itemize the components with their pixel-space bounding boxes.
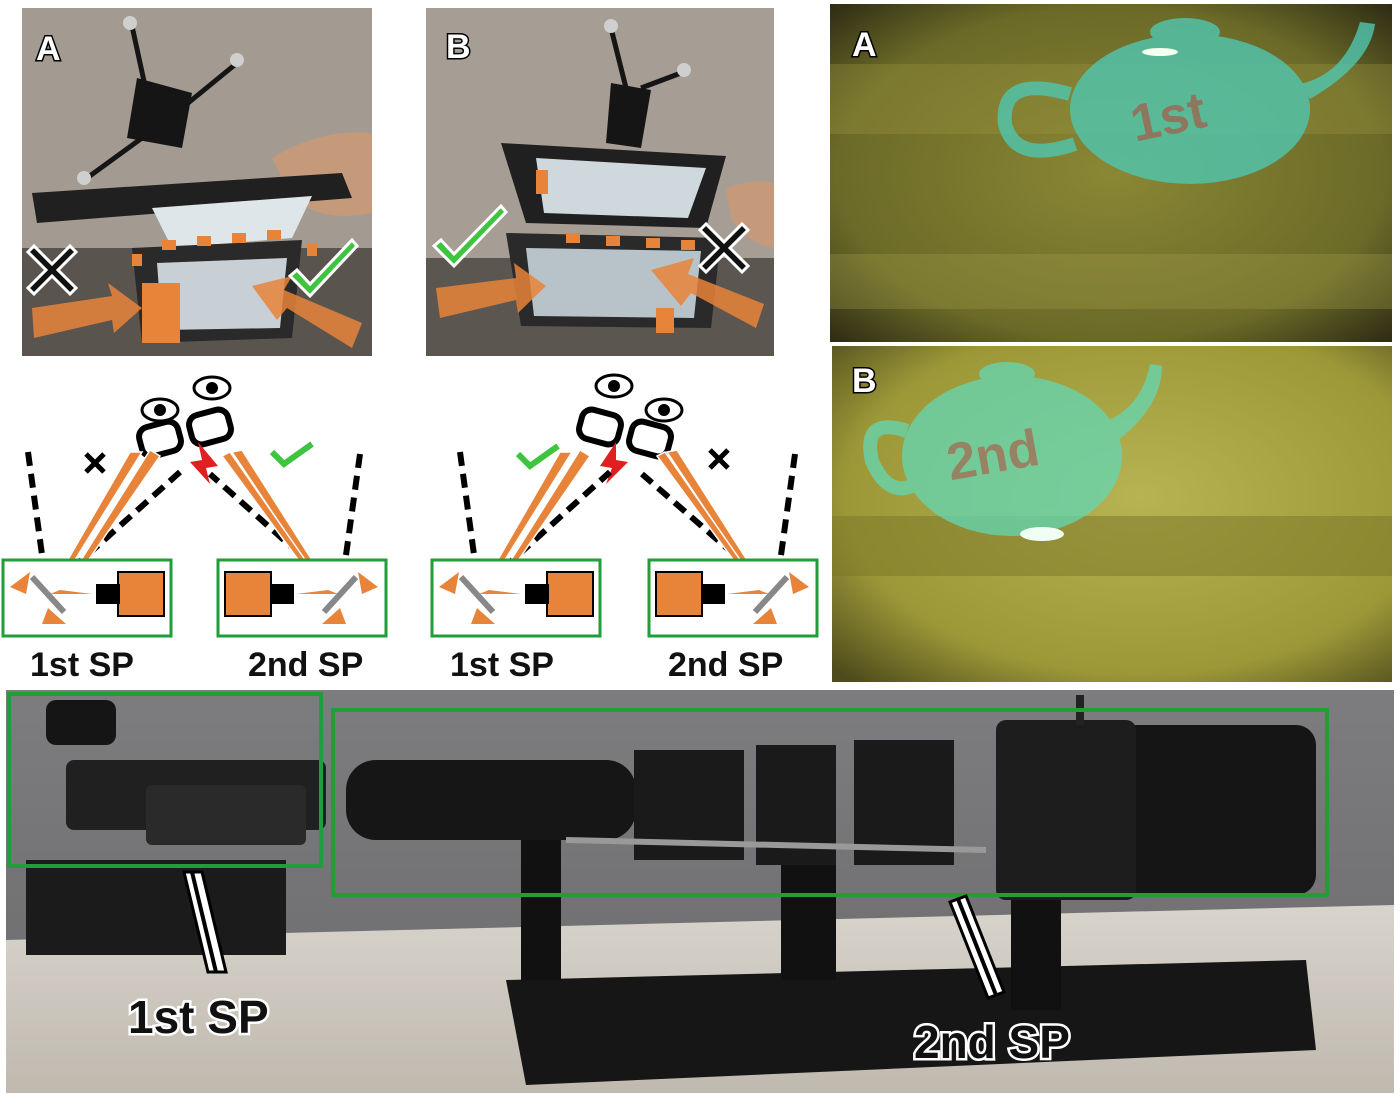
check-icon <box>515 443 560 470</box>
sp-label-first: 1st SP <box>30 646 134 684</box>
cross-icon <box>708 448 730 470</box>
eye-icon <box>594 373 634 399</box>
panel-letter-a: A <box>852 26 877 64</box>
glasses-icon <box>136 406 234 460</box>
schematic-left: 1st SP 2nd SP <box>0 362 410 687</box>
check-icon <box>431 203 509 269</box>
eye-icon <box>140 397 180 423</box>
eye-icon <box>644 397 684 423</box>
panel-letter-a: A <box>36 30 61 68</box>
glasses-icon <box>576 406 674 460</box>
photo-panel-b: B <box>426 8 774 356</box>
arrow-icon <box>600 442 628 484</box>
bench-label-second: 2nd SP <box>914 1016 1070 1068</box>
sp-label-second: 2nd SP <box>248 646 363 684</box>
bench-photo: 1st SP 2nd SP <box>6 690 1394 1093</box>
cross-icon <box>25 243 79 297</box>
bench-label-first: 1st SP <box>128 991 269 1043</box>
teapot-image <box>863 362 1162 536</box>
sp-label-second: 2nd SP <box>668 646 783 684</box>
teapot-image <box>997 18 1375 184</box>
sp-label-first: 1st SP <box>450 646 554 684</box>
panel-letter-b: B <box>852 362 877 400</box>
check-icon <box>287 237 360 299</box>
arrow-icon <box>190 442 218 484</box>
schematic-right: 1st SP 2nd SP <box>420 362 830 687</box>
cross-icon <box>84 452 106 474</box>
panel-letter-b: B <box>446 28 471 66</box>
check-icon <box>269 441 314 468</box>
view-panel-a: 1st A <box>830 4 1392 342</box>
photo-panel-a: A <box>22 8 372 356</box>
cross-icon <box>697 221 751 275</box>
eye-icon <box>192 375 232 401</box>
view-panel-b: 2nd B <box>832 346 1392 682</box>
